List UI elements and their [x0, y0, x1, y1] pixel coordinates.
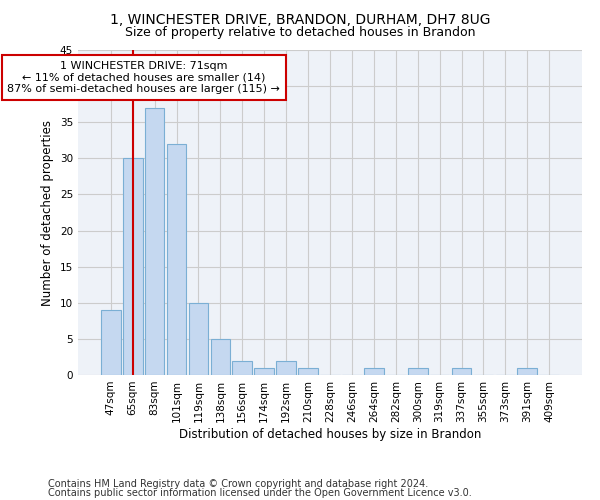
Text: Contains public sector information licensed under the Open Government Licence v3: Contains public sector information licen… [48, 488, 472, 498]
Bar [211, 339, 230, 375]
Text: 1 WINCHESTER DRIVE: 71sqm
← 11% of detached houses are smaller (14)
87% of semi-: 1 WINCHESTER DRIVE: 71sqm ← 11% of detac… [7, 61, 280, 94]
Bar [145, 108, 164, 375]
Y-axis label: Number of detached properties: Number of detached properties [41, 120, 55, 306]
Text: 1, WINCHESTER DRIVE, BRANDON, DURHAM, DH7 8UG: 1, WINCHESTER DRIVE, BRANDON, DURHAM, DH… [110, 12, 490, 26]
Bar [254, 368, 274, 375]
Text: Contains HM Land Registry data © Crown copyright and database right 2024.: Contains HM Land Registry data © Crown c… [48, 479, 428, 489]
Bar [101, 310, 121, 375]
Bar [408, 368, 428, 375]
Text: Size of property relative to detached houses in Brandon: Size of property relative to detached ho… [125, 26, 475, 39]
Bar [298, 368, 318, 375]
Bar [517, 368, 537, 375]
Bar [188, 303, 208, 375]
Bar [276, 360, 296, 375]
Bar [232, 360, 252, 375]
Bar [452, 368, 472, 375]
Bar [167, 144, 187, 375]
X-axis label: Distribution of detached houses by size in Brandon: Distribution of detached houses by size … [179, 428, 481, 440]
Bar [364, 368, 384, 375]
Bar [123, 158, 143, 375]
